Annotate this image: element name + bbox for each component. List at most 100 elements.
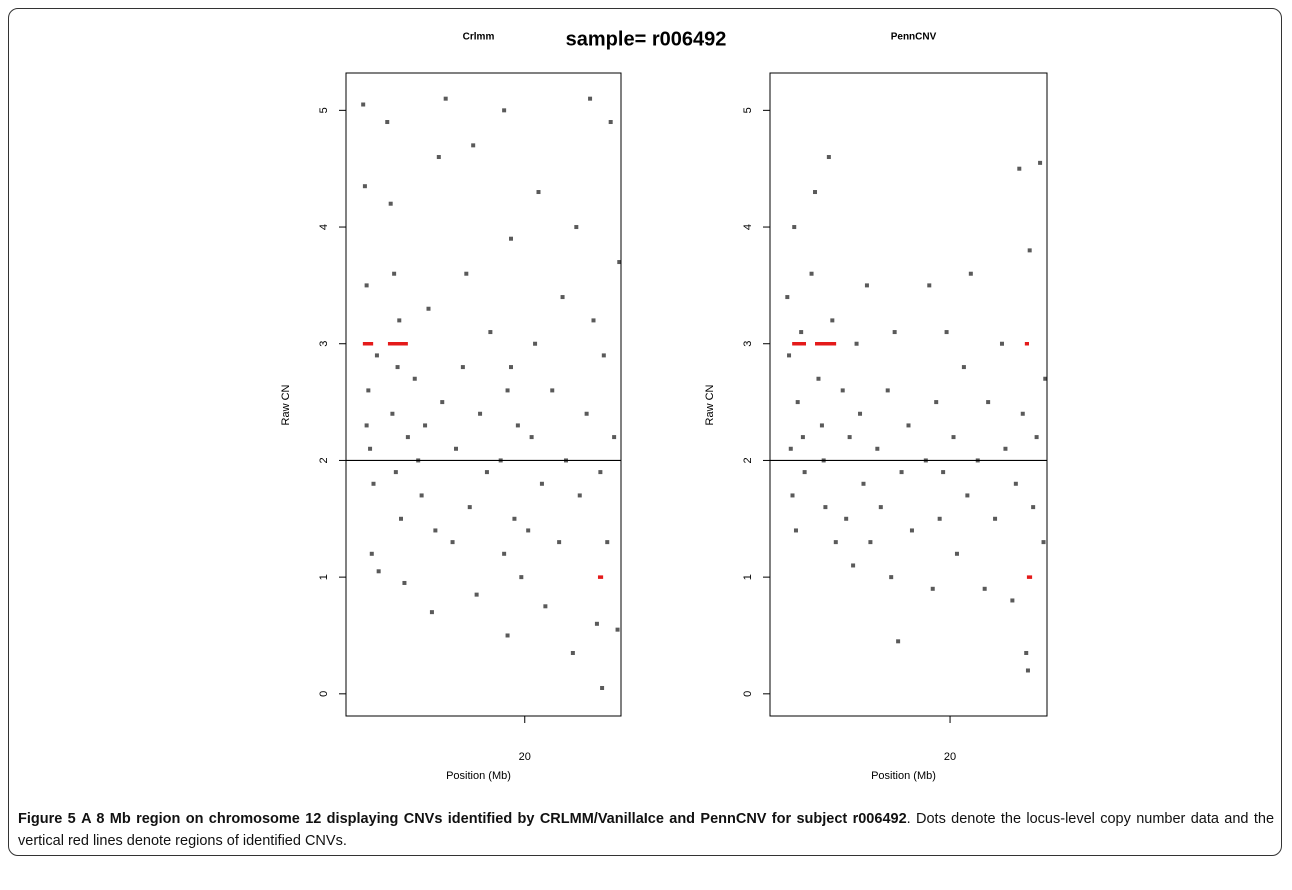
data-point xyxy=(1013,481,1018,486)
data-point xyxy=(1017,166,1022,171)
data-point xyxy=(529,435,534,440)
data-point xyxy=(615,627,620,632)
data-point xyxy=(419,493,424,498)
data-point xyxy=(577,493,582,498)
y-tick-label: 1 xyxy=(742,574,754,580)
data-point xyxy=(875,446,880,451)
y-tick-label: 0 xyxy=(318,691,330,697)
data-point xyxy=(509,236,513,241)
data-point xyxy=(951,435,956,440)
data-point xyxy=(376,569,381,574)
data-point xyxy=(937,516,942,521)
data-point xyxy=(612,435,617,440)
data-point xyxy=(861,481,866,486)
data-point xyxy=(968,271,973,276)
data-point xyxy=(986,400,991,405)
data-point xyxy=(588,96,593,101)
data-point xyxy=(412,376,417,381)
data-point xyxy=(488,330,493,335)
data-point xyxy=(961,365,966,370)
suptitle: sample= r006492 xyxy=(566,28,727,50)
x-axis-label: Position (Mb) xyxy=(446,770,511,782)
data-point xyxy=(868,540,873,545)
data-point xyxy=(478,411,483,416)
data-point xyxy=(405,435,410,440)
plot-frame xyxy=(769,72,1048,717)
data-point xyxy=(816,376,821,381)
data-point xyxy=(399,516,403,521)
data-point xyxy=(533,341,538,346)
data-point xyxy=(885,388,890,393)
data-point xyxy=(460,365,465,370)
data-point xyxy=(393,470,398,475)
data-point xyxy=(833,540,838,545)
y-tick-label: 2 xyxy=(318,457,330,463)
y-tick-label: 5 xyxy=(742,107,754,113)
data-point xyxy=(819,423,824,428)
data-point xyxy=(982,586,987,591)
data-point xyxy=(371,481,376,486)
data-point xyxy=(471,143,476,148)
data-point xyxy=(423,423,428,428)
data-point xyxy=(362,184,367,189)
data-point xyxy=(809,271,814,276)
data-point xyxy=(509,365,513,370)
data-point xyxy=(388,201,393,206)
data-point xyxy=(608,120,613,125)
data-point xyxy=(426,306,431,311)
data-point xyxy=(557,540,562,545)
data-point xyxy=(965,493,970,498)
data-point xyxy=(364,423,369,428)
data-point xyxy=(594,621,599,626)
data-point xyxy=(844,516,849,521)
data-point xyxy=(954,551,959,556)
x-tick-label: 20 xyxy=(944,751,956,763)
data-point xyxy=(450,540,455,545)
data-point xyxy=(550,388,555,393)
data-point xyxy=(436,155,441,160)
caption-text: . Dots denote the locus-level copy numbe… xyxy=(18,811,1275,849)
data-point xyxy=(369,551,374,556)
y-tick-label: 0 xyxy=(742,691,754,697)
data-point xyxy=(1027,248,1032,253)
data-point xyxy=(934,400,939,405)
data-point xyxy=(909,528,914,533)
data-point xyxy=(854,341,859,346)
data-point xyxy=(792,225,797,230)
data-point xyxy=(1031,505,1036,510)
data-point xyxy=(502,108,507,113)
data-point xyxy=(374,353,379,358)
data-point xyxy=(785,295,790,300)
y-tick-label: 5 xyxy=(318,107,330,113)
data-point xyxy=(390,411,395,416)
data-point xyxy=(889,575,894,580)
data-point xyxy=(840,388,845,393)
y-tick-label: 3 xyxy=(318,341,330,347)
data-point xyxy=(512,516,517,521)
data-point xyxy=(515,423,520,428)
data-point xyxy=(896,639,901,644)
data-point xyxy=(930,586,935,591)
data-point xyxy=(539,481,544,486)
data-point xyxy=(1003,446,1008,451)
plot-frame xyxy=(345,72,622,717)
data-point xyxy=(440,400,445,405)
data-point xyxy=(1024,650,1029,655)
data-point xyxy=(941,470,946,475)
data-point xyxy=(847,435,852,440)
data-point xyxy=(519,575,524,580)
caption: Figure 5 A 8 Mb region on chromosome 12 … xyxy=(18,808,1274,852)
data-point xyxy=(1034,435,1039,440)
x-axis-label: Position (Mb) xyxy=(871,770,936,782)
data-point xyxy=(584,411,589,416)
data-point xyxy=(617,260,622,265)
figure-frame xyxy=(8,8,1282,856)
panel-title: PennCNV xyxy=(891,32,937,43)
data-point xyxy=(787,353,792,358)
data-point xyxy=(1043,376,1048,381)
y-tick-label: 1 xyxy=(318,574,330,580)
data-point xyxy=(464,271,469,276)
data-point xyxy=(505,388,510,393)
data-point xyxy=(906,423,911,428)
data-point xyxy=(395,365,400,370)
